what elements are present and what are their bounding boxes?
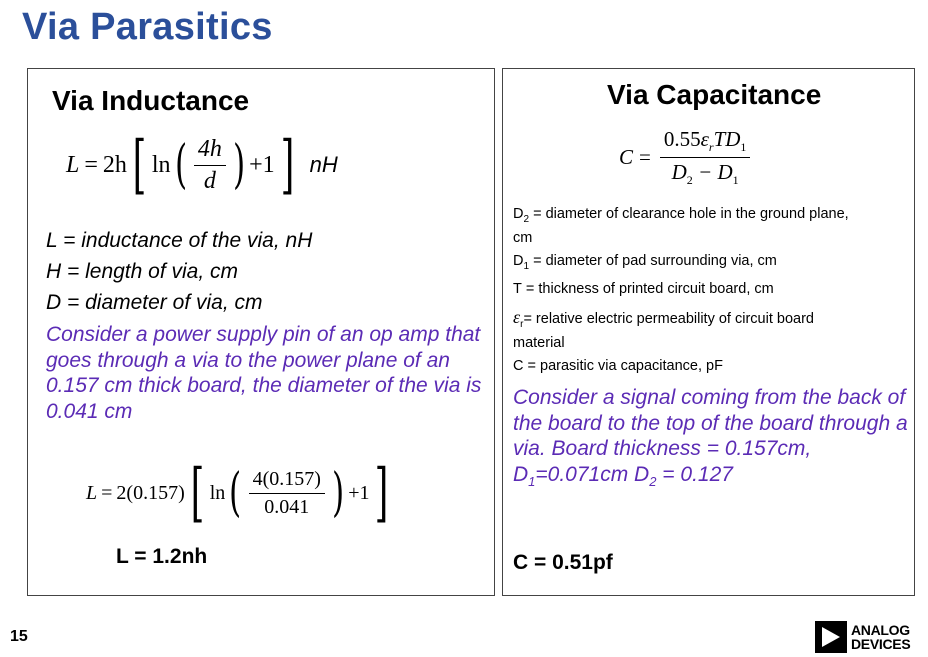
capacitance-formula: C = 0.55εrTD1 D2 − D1 <box>619 127 753 188</box>
via-capacitance-panel: Via Capacitance C = 0.55εrTD1 D2 − D1 D2… <box>502 68 915 596</box>
definition-line: εr= relative electric permeability of ci… <box>513 306 814 351</box>
definition-line: C = parasitic via capacitance, pF <box>513 357 723 374</box>
definition-line: D = diameter of via, cm <box>46 291 263 314</box>
analog-devices-logo: ANALOG DEVICES <box>815 621 911 653</box>
inductance-formula: L = 2h [ ln ( 4h d ) +1 ] nH <box>66 128 338 202</box>
capacitance-heading: Via Capacitance <box>607 79 822 110</box>
inductance-example: Consider a power supply pin of an op amp… <box>46 323 482 423</box>
definition-line: L = inductance of the via, nH <box>46 229 313 252</box>
inductance-result: L = 1.2nh <box>116 545 208 568</box>
inductance-definitions: L = inductance of the via, nH H = length… <box>46 225 312 318</box>
page-number: 15 <box>10 628 28 645</box>
definition-line: D2 = diameter of clearance hole in the g… <box>513 206 849 246</box>
inductance-calculation: L = 2(0.157) [ ln ( 4(0.157) 0.041 ) +1 … <box>86 456 389 530</box>
capacitance-definitions: D2 = diameter of clearance hole in the g… <box>513 205 853 384</box>
slide-title: Via Parasitics <box>22 6 273 48</box>
logo-triangle-icon <box>815 621 847 653</box>
capacitance-example: Consider a signal coming from the back o… <box>513 386 908 489</box>
capacitance-result: C = 0.51pf <box>513 551 613 574</box>
definition-line: H = length of via, cm <box>46 260 239 283</box>
via-inductance-panel: Via Inductance L = 2h [ ln ( 4h d ) +1 ]… <box>27 68 495 596</box>
definition-line: T = thickness of printed circuit board, … <box>513 280 774 297</box>
definition-line: D1 = diameter of pad surrounding via, cm <box>513 252 777 272</box>
inductance-heading: Via Inductance <box>52 85 250 116</box>
